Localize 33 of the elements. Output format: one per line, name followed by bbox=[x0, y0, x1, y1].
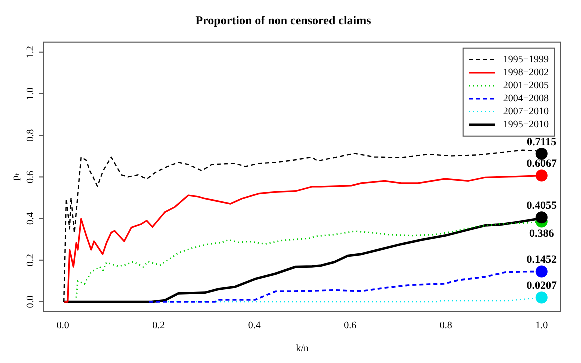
legend-label: 1995−2010 bbox=[503, 120, 549, 131]
y-axis-title: pₜ bbox=[10, 172, 22, 181]
x-tick-label: 1.0 bbox=[536, 320, 548, 332]
point bbox=[536, 212, 548, 224]
legend-label: 1995−1999 bbox=[503, 54, 549, 66]
legend-label: 1998−2002 bbox=[503, 68, 549, 79]
y-tick-label: 0.2 bbox=[26, 254, 37, 267]
legend-label: 2007−2010 bbox=[503, 106, 549, 118]
data-label: 0.6067 bbox=[526, 158, 558, 170]
x-tick-label: 0.2 bbox=[152, 320, 166, 332]
x-axis-title: k/n bbox=[296, 344, 309, 355]
data-label: 0.0207 bbox=[526, 280, 558, 292]
y-tick-label: 0.8 bbox=[26, 129, 37, 142]
x-tick-label: 0.0 bbox=[56, 320, 70, 332]
data-label: 0.1452 bbox=[526, 254, 558, 266]
legend-label: 2001−2005 bbox=[503, 80, 549, 92]
y-tick-label: 0.4 bbox=[26, 212, 37, 226]
point bbox=[536, 266, 548, 278]
data-label: 0.4055 bbox=[526, 200, 558, 212]
legend-label: 2004−2008 bbox=[503, 94, 549, 105]
point bbox=[536, 170, 548, 182]
y-tick-label: 1.2 bbox=[26, 46, 37, 59]
point bbox=[536, 148, 548, 160]
y-tick-label: 0.0 bbox=[26, 296, 37, 308]
data-label: 0.7115 bbox=[527, 136, 558, 148]
chart-title: Proportion of non censored claims bbox=[196, 13, 372, 28]
y-tick-label: 0.6 bbox=[26, 170, 37, 184]
x-tick-label: 0.4 bbox=[248, 320, 261, 332]
x-tick-label: 0.8 bbox=[440, 320, 452, 332]
y-tick-label: 1.0 bbox=[26, 88, 37, 100]
x-tick-label: 0.6 bbox=[344, 320, 357, 332]
point bbox=[536, 292, 548, 304]
data-label: 0.386 bbox=[529, 228, 555, 240]
